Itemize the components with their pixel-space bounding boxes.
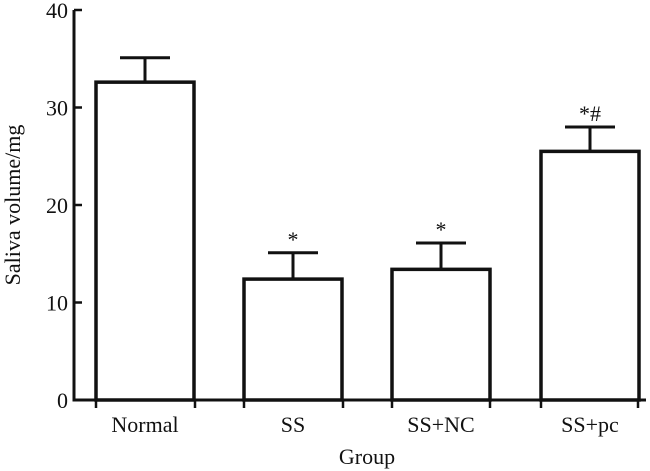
bars: * * *# xyxy=(94,56,641,402)
significance-label: * xyxy=(288,227,299,252)
significance-label: * xyxy=(436,217,447,242)
bar xyxy=(242,277,344,402)
x-tick-label: Normal xyxy=(111,412,178,437)
y-axis: 0 10 20 30 40 xyxy=(46,0,82,413)
y-tick-label: 40 xyxy=(46,0,68,23)
x-tick-label: SS xyxy=(281,412,305,437)
significance-label: *# xyxy=(579,101,601,126)
y-tick-label: 0 xyxy=(57,388,68,413)
y-tick-label: 20 xyxy=(46,193,68,218)
x-tick-label: SS+NC xyxy=(407,412,474,437)
x-tick-label: SS+pc xyxy=(561,412,619,437)
y-tick-label: 10 xyxy=(46,291,68,316)
x-axis-label: Group xyxy=(339,444,395,469)
x-axis: Normal SS SS+NC SS+pc xyxy=(74,398,646,437)
y-axis-label: Saliva volume/mg xyxy=(0,125,25,286)
y-tick-label: 30 xyxy=(46,96,68,121)
bar xyxy=(390,267,492,402)
bar xyxy=(539,149,641,402)
bar xyxy=(94,80,196,402)
